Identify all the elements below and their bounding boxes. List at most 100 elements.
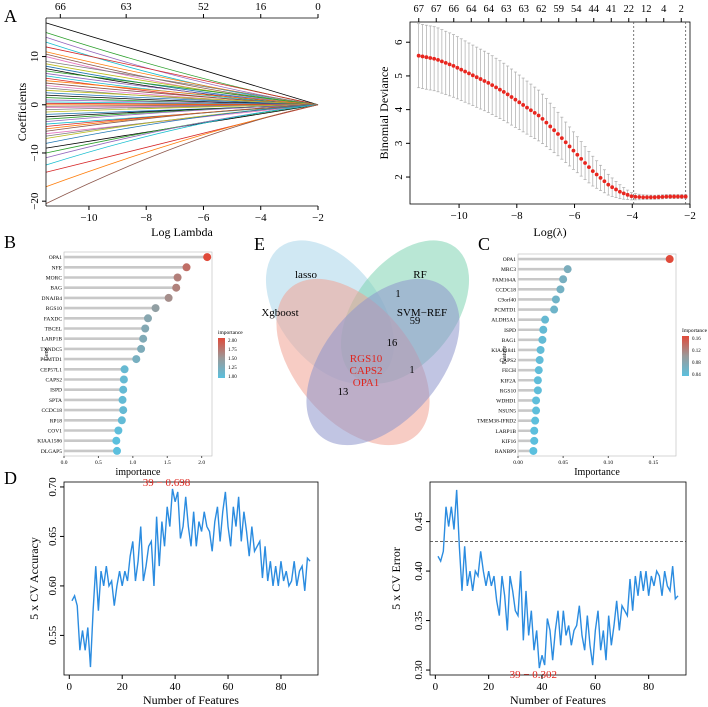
x-tick-label: −2 [312, 212, 324, 224]
category-label: RANBP9 [495, 449, 516, 455]
x-tick-label: 2.0 [198, 460, 205, 466]
x-tick-label: 20 [483, 681, 495, 693]
x-tick-label: 0.5 [95, 460, 102, 466]
deviance-point [567, 144, 572, 149]
x-tick-label: −4 [255, 212, 267, 224]
top-tick-label: 66 [55, 1, 67, 13]
deviance-point [432, 56, 437, 61]
deviance-point [652, 195, 657, 200]
lollipop-point [538, 335, 547, 344]
deviance-point [556, 132, 560, 136]
lollipop-point [112, 436, 121, 445]
x-tick-label: 40 [170, 681, 182, 693]
deviance-point [668, 194, 673, 199]
x-axis-title: Importance [574, 467, 620, 478]
x-tick-label: −6 [198, 212, 210, 224]
category-label: NSUN5 [498, 409, 516, 415]
category-label: DNAJB4 [42, 296, 63, 302]
deviance-point [559, 136, 564, 141]
top-tick-label: 4 [661, 4, 667, 15]
deviance-point [629, 194, 634, 199]
deviance-point [637, 195, 642, 199]
lollipop-point [532, 406, 541, 415]
deviance-point [645, 195, 649, 200]
deviance-point [575, 152, 580, 157]
deviance-point [525, 105, 529, 110]
lollipop-point [535, 356, 544, 365]
category-label: CAPS2 [45, 378, 62, 384]
deviance-point [660, 194, 665, 199]
lollipop-point [114, 426, 123, 435]
coefficient-path [45, 32, 319, 106]
category-label: OPA1 [503, 257, 516, 263]
category-label: OPA1 [49, 255, 62, 261]
lollipop-point [117, 416, 126, 425]
category-label: PCMTD1 [494, 308, 516, 314]
plot-frame [517, 253, 677, 457]
deviance-point [552, 128, 556, 133]
category-label: CCDC18 [496, 287, 517, 293]
x-tick-label: 0.15 [649, 460, 659, 466]
deviance-point [621, 191, 626, 196]
y-tick-label: −10 [29, 144, 41, 162]
lollipop-point [143, 314, 152, 323]
venn-shared-gene: OPA1 [353, 377, 380, 389]
coefficient-path [45, 104, 319, 113]
x-tick-label: 1.5 [164, 460, 171, 466]
lollipop-point [531, 416, 540, 425]
top-tick-label: 63 [501, 4, 512, 15]
lollipop-point [556, 285, 565, 294]
deviance-point [676, 194, 680, 199]
category-label: COV1 [48, 429, 63, 435]
category-label: TMEM38-IFRD2 [477, 419, 516, 425]
y-tick-label: 0.55 [47, 625, 59, 645]
x-tick-label: 20 [117, 681, 129, 693]
lollipop-point [119, 406, 128, 415]
top-tick-label: 41 [606, 4, 617, 15]
deviance-point [521, 103, 526, 107]
y-tick-label: 3 [393, 140, 405, 146]
top-tick-label: 66 [449, 4, 460, 15]
category-label: FAM164A [492, 277, 516, 283]
lollipop-point [172, 283, 181, 292]
y-tick-label: 6 [393, 39, 405, 45]
deviance-point [424, 55, 429, 60]
legend-tick-label: 1.00 [228, 375, 237, 380]
cv-series-line [437, 489, 679, 669]
lollipop-point [534, 366, 543, 375]
deviance-point [625, 192, 630, 197]
top-tick-label: 63 [519, 4, 530, 15]
x-axis-title: Number of Features [510, 693, 606, 707]
deviance-point [594, 172, 599, 177]
lollipop-point [119, 385, 128, 394]
deviance-point [470, 73, 475, 78]
x-tick-label: 60 [223, 681, 235, 693]
deviance-point [598, 175, 603, 180]
category-label: LARP1B [496, 429, 517, 435]
deviance-point [455, 65, 460, 70]
coefficient-path [45, 60, 319, 106]
category-label: RP18 [50, 418, 62, 424]
y-tick-label: 0.65 [47, 526, 59, 546]
venn-set-label: RF [413, 269, 426, 281]
gene-importance-lollipop-b: OPA1 NFE MORC BAG DNAJB4 RGS10 FAXDC TBCEL LARP1… [37, 251, 243, 478]
deviance-point [548, 124, 553, 129]
deviance-point [428, 56, 433, 60]
coefficient-path [45, 104, 319, 144]
lasso-coefficient-path-plot: −10 −8 −6 −4 −2 −20 −10 0 10 66 63 52 16 0 Log Lambda C… [15, 1, 324, 239]
panel-label-e: E [254, 234, 265, 254]
y-axis-title: Gene [44, 347, 50, 360]
top-tick-label: 52 [198, 1, 209, 13]
x-axis-title: importance [116, 467, 162, 478]
deviance-point [656, 195, 661, 199]
y-tick-label: 10 [29, 51, 41, 63]
panel-label-b: B [4, 232, 16, 252]
category-label: WDHD1 [496, 398, 516, 404]
coefficient-path [45, 80, 319, 106]
deviance-point [563, 140, 568, 145]
lollipop-point [151, 304, 160, 313]
y-axis-title: 5 x CV Accuracy [27, 537, 41, 620]
legend-tick-label: 1.25 [228, 366, 237, 371]
lollipop-point [539, 325, 548, 334]
legend-tick-label: 0.16 [692, 337, 701, 342]
